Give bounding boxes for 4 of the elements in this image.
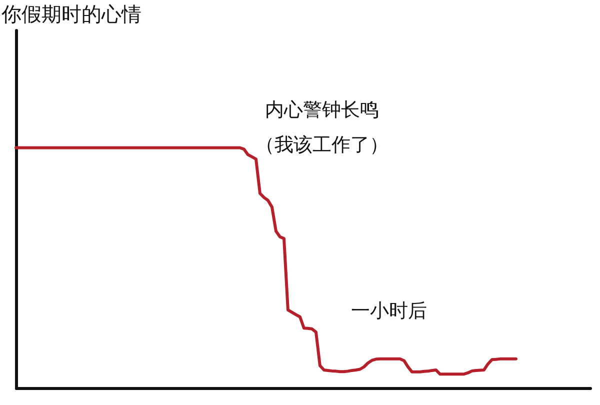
text: 内心警钟长鸣 xyxy=(265,99,379,121)
annotation: （我该工作了） xyxy=(256,134,388,156)
chart-title: 你假期时的心情 xyxy=(0,2,142,26)
annotation: 一小时后 xyxy=(351,300,427,322)
